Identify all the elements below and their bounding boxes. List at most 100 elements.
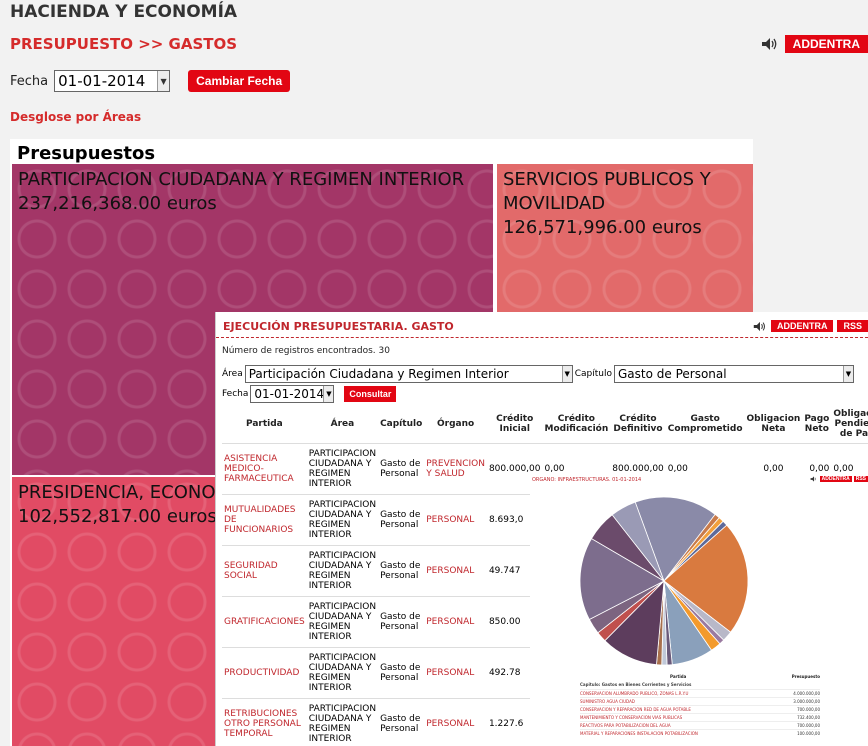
row-name: MATERIAL Y REPARACIONES INSTALACION POTA… [580,731,698,736]
chevron-down-icon: ▼ [561,366,572,382]
organ-link[interactable]: PERSONAL [424,595,487,647]
table-row[interactable]: MATERIAL Y REPARACIONES INSTALACION POTA… [580,729,820,737]
treemap-tile[interactable]: SERVICIOS PUBLICOS Y MOVILIDAD 126,571,9… [497,164,753,312]
row-name: REACTIVOS PARA POTABILIZACION DEL AGUA [580,723,671,728]
column-header[interactable]: Crédito Inicial [496,413,534,434]
speaker-icon[interactable] [753,321,767,332]
pie-slice[interactable] [611,501,665,582]
table-row[interactable]: REACTIVOS PARA POTABILIZACION DEL AGUA 70… [580,721,820,729]
date-label: Fecha [10,73,49,89]
date-filter: Fecha 01-01-2014 ▼ Consultar [222,385,397,403]
column-header: Partida [670,674,687,679]
chapter-cell: Gasto de Personal [378,544,425,596]
speaker-icon[interactable] [810,476,818,482]
row-name: CONSERVACION Y REPARACION RED DE AGUA PO… [580,707,691,712]
organ-link[interactable]: PREVENCION Y SALUD [424,442,487,494]
area-cell: PARTICIPACION CIUDADANA Y REGIMEN INTERI… [306,493,379,545]
column-header[interactable]: Capítulo [380,418,423,429]
column-header[interactable]: Gasto Comprometido [667,413,743,434]
area-label: Área [222,369,243,379]
date-label: Fecha [222,389,249,399]
organ-link[interactable]: PERSONAL [424,697,487,746]
column-header[interactable]: Pago Neto [804,413,830,434]
chapter-cell: Gasto de Personal [378,442,425,494]
column-header: Presupuesto [791,674,820,679]
addentra-button[interactable]: ADDENTRA [784,35,868,53]
chapter-cell: Gasto de Personal [378,595,425,647]
organ-link[interactable]: PERSONAL [424,646,487,698]
organ-chart-panel: ORGANO: INFRAESTRUCTURAS. 01-01-2014 ADD… [530,475,868,746]
pie-slice[interactable] [579,538,665,621]
rss-button[interactable]: RSS [837,320,868,332]
column-header[interactable]: Obligación Pendiente de Pago [833,408,868,439]
date-filter: Fecha 01-01-2014 ▼ Cambiar Fecha [10,70,291,92]
breakdown-link[interactable]: Desglose por Áreas [10,110,142,124]
change-date-button[interactable]: Cambiar Fecha [188,70,291,92]
organ-table-header: Partida Presupuesto [580,673,820,680]
date-select[interactable]: 01-01-2014 ▼ [250,385,335,403]
tile-amount: 126,571,996.00 euros [503,217,702,238]
date-value: 01-01-2014 [254,387,325,401]
addentra-button[interactable]: ADDENTRA [819,476,852,482]
partida-link[interactable]: ASISTENCIA MEDICO-FARMACEUTICA [222,442,307,494]
row-value: 100.000,00 [797,731,820,736]
partida-link[interactable]: MUTUALIDADES DE FUNCIONARIOS [222,493,307,545]
chapter-cell: Gasto de Personal [378,646,425,698]
area-value: Participación Ciudadana y Regimen Interi… [248,367,509,381]
row-value: 3.000.000,00 [793,699,820,704]
column-header[interactable]: Crédito Definitivo [613,413,663,434]
table-row[interactable]: CONSERVACION ALUMBRADO PUBLICO, ZONAS L.… [580,689,820,697]
chapter-cell: Gasto de Personal [378,697,425,746]
chapter-label: Capítulo [574,369,612,379]
row-name: CONSERVACION ALUMBRADO PUBLICO, ZONAS L.… [580,691,689,696]
popup-actions: ADDENTRA RSS [753,320,868,332]
chapter-select[interactable]: Gasto de Personal ▼ [613,365,854,383]
treemap-title: Presupuestos [17,143,156,164]
column-header[interactable]: Área [330,418,355,429]
area-cell: PARTICIPACION CIUDADANA Y REGIMEN INTERI… [306,697,379,746]
column-header[interactable]: Órgano [437,418,475,429]
partida-link[interactable]: RETRIBUCIONES OTRO PERSONAL TEMPORAL [222,697,307,746]
row-value: 732.400,00 [797,715,820,720]
partida-link[interactable]: GRATIFICACIONES [222,595,307,647]
rss-button[interactable]: RSS [853,476,868,482]
table-row[interactable]: MANTENIMIENTO Y CONSERVACION VIAS PUBLIC… [580,713,820,721]
organ-link[interactable]: PERSONAL [424,493,487,545]
date-value: 01-01-2014 [58,72,146,90]
pie-slice[interactable] [663,524,749,633]
addentra-button[interactable]: ADDENTRA [770,320,834,332]
area-filter: Área Participación Ciudadana y Regimen I… [222,365,854,383]
organ-chart-actions: ADDENTRA RSS [810,476,868,482]
area-cell: PARTICIPACION CIUDADANA Y REGIMEN INTERI… [306,595,379,647]
area-cell: PARTICIPACION CIUDADANA Y REGIMEN INTERI… [306,646,379,698]
partida-link[interactable]: SEGURIDAD SOCIAL [222,544,307,596]
organ-link[interactable]: PERSONAL [424,544,487,596]
euro-pattern [497,164,753,312]
column-header[interactable]: Obligacion Neta [746,413,801,434]
record-count: Número de registros encontrados. 30 [222,346,390,356]
date-select[interactable]: 01-01-2014 ▼ [54,70,171,92]
tile-name: PARTICIPACION CIUDADANA Y REGIMEN INTERI… [18,169,465,190]
organ-table: Partida Presupuesto Capitulo: Gastos en … [580,673,820,737]
partida-link[interactable]: PRODUCTIVIDAD [222,646,307,698]
chevron-down-icon: ▼ [323,386,334,402]
chevron-down-icon: ▼ [157,71,170,91]
top-actions: ADDENTRA [761,35,868,53]
tile-name: SERVICIOS PUBLICOS Y MOVILIDAD [503,169,711,214]
divider [216,337,868,338]
column-header[interactable]: Partida [245,418,283,429]
speaker-icon[interactable] [761,37,779,51]
table-row[interactable]: SUMINISTRO AGUA CIUDAD 3.000.000,00 [580,697,820,705]
area-select[interactable]: Participación Ciudadana y Regimen Interi… [244,365,573,383]
organ-table-caption: Capitulo: Gastos en Bienes Corrientes y … [580,682,692,687]
organ-chart-title: ORGANO: INFRAESTRUCTURAS. 01-01-2014 [532,477,642,483]
section-title: PRESUPUESTO >> GASTOS [10,35,238,53]
pie-slice[interactable] [634,496,716,582]
row-name: SUMINISTRO AGUA CIUDAD [580,699,635,704]
row-name: MANTENIMIENTO Y CONSERVACION VIAS PUBLIC… [580,715,683,720]
chevron-down-icon: ▼ [842,366,853,382]
pie-chart [579,496,749,666]
query-button[interactable]: Consultar [344,386,397,402]
column-header[interactable]: Crédito Modificación [544,413,609,434]
table-row[interactable]: CONSERVACION Y REPARACION RED DE AGUA PO… [580,705,820,713]
